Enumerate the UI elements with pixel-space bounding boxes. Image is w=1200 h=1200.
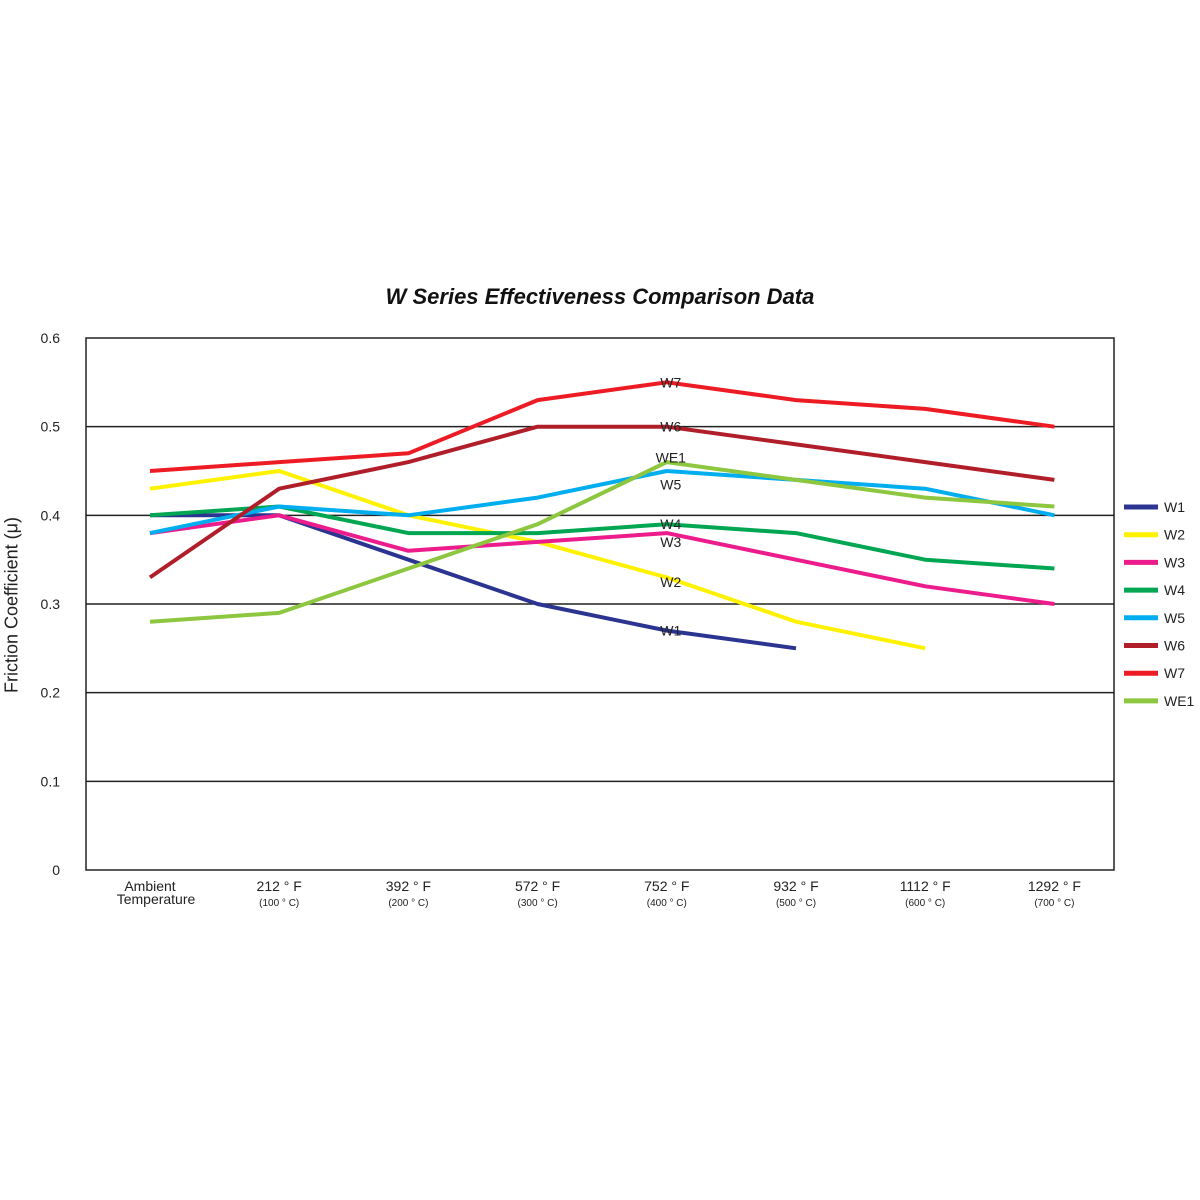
- series-annotation: W7: [660, 374, 681, 390]
- series-line-w6: [148, 424, 1055, 580]
- x-tick-label: 392 ° F: [386, 878, 431, 894]
- x-tick-label: 572 ° F: [515, 878, 560, 894]
- legend-label: W6: [1164, 638, 1185, 654]
- series-line-we1: [149, 460, 1055, 624]
- x-tick-label: 752 ° F: [644, 878, 689, 894]
- x-tick-sublabel: Temperature: [117, 891, 196, 907]
- x-tick-sublabel: (200 ° C): [388, 898, 428, 909]
- y-tick-label: 0.1: [41, 773, 61, 789]
- series-annotation: W6: [660, 419, 681, 435]
- series-line-w7: [149, 380, 1055, 473]
- chart-title: W Series Effectiveness Comparison Data: [385, 284, 815, 309]
- x-tick-sublabel: (600 ° C): [905, 898, 945, 909]
- x-tick-label: 932 ° F: [773, 878, 818, 894]
- series-annotation: W3: [660, 534, 681, 550]
- y-tick-label: 0.3: [41, 596, 61, 612]
- series-line-w4: [149, 504, 1055, 571]
- plot-frame: [85, 337, 1115, 871]
- legend-label: W7: [1164, 665, 1185, 681]
- y-tick-label: 0.2: [41, 685, 61, 701]
- legend-label: W2: [1164, 527, 1185, 543]
- series-line-w3: [149, 513, 1055, 606]
- series-line-w5: [149, 469, 1055, 536]
- x-tick-label: Ambient: [124, 878, 175, 894]
- legend-label: W3: [1164, 554, 1185, 570]
- legend-label: W5: [1164, 610, 1185, 626]
- x-tick-sublabel: (100 ° C): [259, 898, 299, 909]
- series-annotation: W4: [660, 516, 681, 532]
- y-tick-label: 0: [52, 862, 60, 878]
- y-tick-label: 0.6: [41, 330, 61, 346]
- x-tick-label: 1112 ° F: [900, 878, 951, 894]
- legend-label: W4: [1164, 582, 1185, 598]
- series-annotation: W2: [660, 574, 681, 590]
- x-tick-label: 1292 ° F: [1028, 878, 1081, 894]
- y-tick-label: 0.5: [41, 419, 61, 435]
- x-tick-sublabel: (300 ° C): [518, 898, 558, 909]
- series-annotation: WE1: [656, 450, 687, 466]
- series-line-w1: [150, 513, 797, 651]
- x-tick-sublabel: (400 ° C): [647, 898, 687, 909]
- legend-label: W1: [1164, 499, 1185, 515]
- x-tick-label: 212 ° F: [257, 878, 302, 894]
- y-tick-label: 0.4: [41, 507, 61, 523]
- series-annotation: W1: [660, 623, 681, 639]
- legend-label: WE1: [1164, 693, 1195, 709]
- series-annotation: W5: [660, 476, 681, 492]
- x-tick-sublabel: (500 ° C): [776, 898, 816, 909]
- x-tick-sublabel: (700 ° C): [1034, 898, 1074, 909]
